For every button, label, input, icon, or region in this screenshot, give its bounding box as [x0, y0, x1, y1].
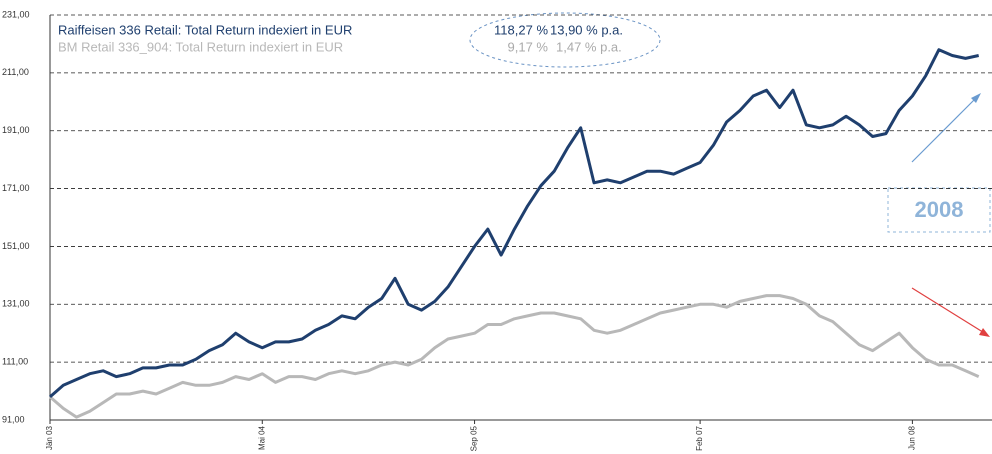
- x-tick-label: Jän 03: [45, 425, 54, 450]
- x-tick-label: Mai 04: [257, 425, 266, 450]
- x-tick-label: Sep 05: [470, 425, 479, 451]
- highlight-ellipse: [469, 12, 661, 68]
- y-tick-label: 151,00: [2, 241, 30, 251]
- annotation: 2008: [915, 197, 964, 222]
- x-tick-label: Feb 07: [695, 425, 704, 450]
- annotation: 9,17 %: [508, 39, 549, 54]
- annotation: 13,90 % p.a.: [550, 22, 623, 37]
- y-tick-label: 191,00: [2, 125, 30, 135]
- y-tick-label: 91,00: [2, 414, 25, 424]
- annotation: 1,47 % p.a.: [556, 39, 622, 54]
- legend-entry: Raiffeisen 336 Retail: Total Return inde…: [58, 22, 352, 37]
- y-tick-label: 231,00: [2, 9, 30, 19]
- y-tick-label: 211,00: [2, 67, 29, 77]
- series-line: [49, 48, 980, 399]
- x-tick-label: Jun 08: [908, 425, 917, 450]
- down-arrow-head: [979, 328, 990, 337]
- y-tick-label: 171,00: [2, 183, 30, 193]
- y-tick-label: 131,00: [2, 299, 30, 309]
- legend-entry: BM Retail 336_904: Total Return indexier…: [58, 39, 343, 54]
- year-box: [887, 187, 991, 233]
- y-tick-label: 111,00: [2, 357, 28, 367]
- series-line: [49, 294, 980, 419]
- annotation: 118,27 %: [494, 22, 548, 37]
- down-arrow: [911, 287, 987, 335]
- up-arrow: [911, 95, 979, 163]
- up-arrow-head: [971, 93, 981, 103]
